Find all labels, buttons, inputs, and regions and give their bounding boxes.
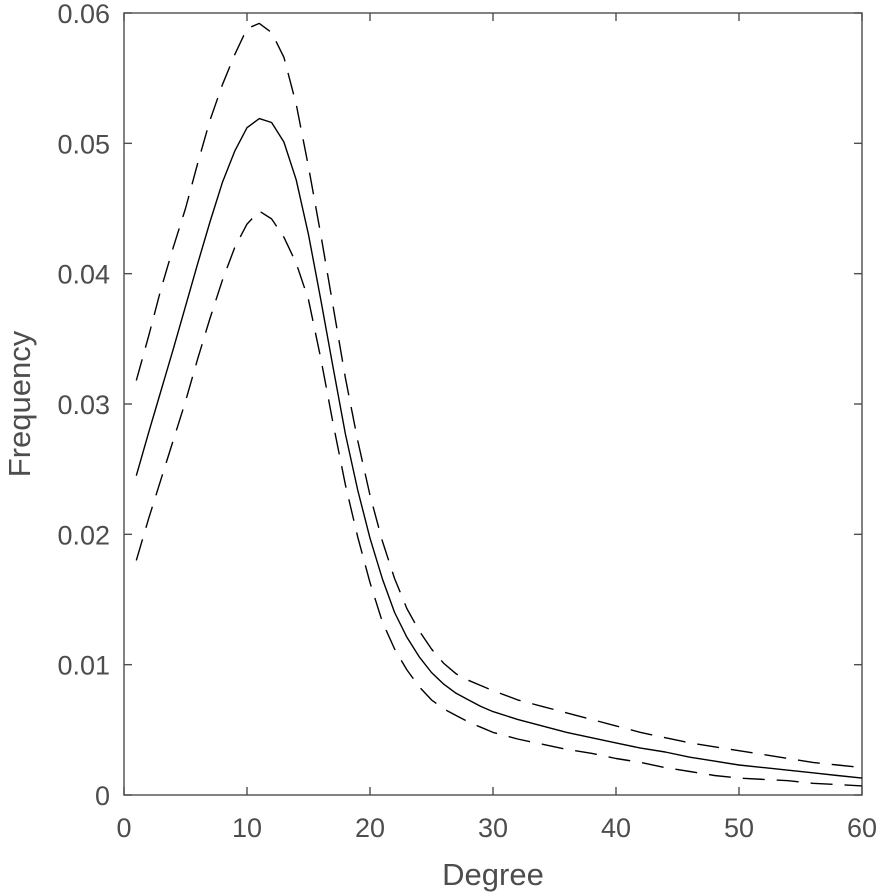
y-tick-label: 0.01 [57,651,110,681]
y-tick-labels: 0 0.01 0.02 0.03 0.04 0.05 0.06 [57,0,110,811]
series-line-dashed-1 [135,22,863,769]
x-tick-label: 20 [355,813,385,843]
x-tick-label: 50 [724,813,754,843]
x-tick-label: 0 [116,813,131,843]
axis-ticks [123,12,863,796]
series-line-dashed-2 [135,210,863,787]
y-tick-label: 0 [95,781,110,811]
x-tick-label: 30 [478,813,508,843]
x-tick-label: 60 [847,813,877,843]
series-layer [135,22,863,787]
x-tick-label: 40 [601,813,631,843]
plot-frame [123,12,863,796]
y-tick-label: 0.03 [57,390,110,420]
y-tick-label: 0.05 [57,129,110,159]
y-axis-label: Frequency [2,330,37,477]
x-axis-label: Degree [442,857,544,892]
series-line-mean [135,117,863,779]
x-tick-labels: 0 10 20 30 40 50 60 [116,813,877,843]
y-tick-label: 0.02 [57,520,110,550]
x-tick-label: 10 [232,813,262,843]
y-tick-label: 0.04 [57,260,110,290]
y-tick-label: 0.06 [57,0,110,29]
